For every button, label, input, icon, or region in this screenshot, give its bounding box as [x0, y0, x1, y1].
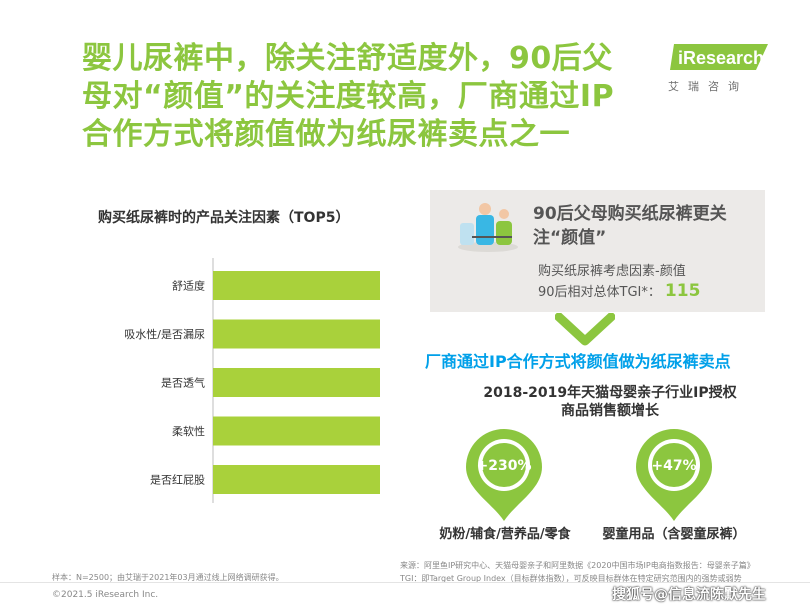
page-title: 婴儿尿裤中，除关注舒适度外，90后父母对“颜值”的关注度较高，厂商通过IP合作方…: [82, 41, 615, 152]
strategy-headline: 厂商通过IP合作方式将颜值做为纸尿裤卖点: [425, 352, 731, 371]
category-label: 柔软性: [172, 424, 205, 438]
parents-illustration-icon: [458, 203, 518, 252]
tgi-line: 90后相对总体TGI*： 115: [538, 281, 700, 301]
watermark: 搜狐号@信息流陈默先生: [612, 587, 766, 603]
bar: [213, 416, 380, 446]
bar: [213, 319, 380, 349]
bar: [213, 368, 380, 397]
bar: [213, 465, 380, 494]
growth-value-2: +47%: [651, 458, 696, 474]
iresearch-logo: iResearch: [670, 44, 768, 70]
sales-title-line2: 商品销售额增长: [561, 403, 659, 419]
category-label: 吸水性/是否漏尿: [124, 327, 205, 341]
source-note: 来源：阿里鱼IP研究中心、天猫母婴亲子和阿里数据《2020中国市场IP电商指数报…: [400, 559, 800, 585]
sales-title: 2018-2019年天猫母婴亲子行业IP授权 商品销售额增长: [430, 384, 790, 420]
sample-note: 样本：N=2500；由艾瑞于2021年03月通过线上网络调研获得。: [52, 573, 284, 582]
chevron-down-icon: [555, 313, 615, 346]
source-line1: 来源：阿里鱼IP研究中心、天猫母婴亲子和阿里数据《2020中国市场IP电商指数报…: [400, 561, 755, 570]
logo-subtitle: 艾瑞咨询: [668, 80, 748, 93]
growth-label-1: 奶粉/辅食/营养品/零食: [439, 527, 571, 542]
copyright: ©2021.5 iResearch Inc.: [52, 590, 159, 600]
bar: [213, 271, 380, 300]
chart-title: 购买纸尿裤时的产品关注因素（TOP5）: [98, 210, 350, 226]
location-pin-icon: +230%: [466, 429, 542, 521]
sales-title-line1: 2018-2019年天猫母婴亲子行业IP授权: [483, 385, 737, 401]
growth-label-2: 婴童用品（含婴童尿裤）: [602, 527, 746, 542]
footer-divider: [0, 582, 810, 583]
tgi-colon: ：: [647, 285, 661, 300]
panel-title: 90后父母购买纸尿裤更关注“颜值”: [533, 204, 727, 248]
source-line2: TGI：即Target Group Index（目标群体指数），可反映目标群体在…: [400, 574, 742, 583]
location-pin-icon: +47%: [636, 429, 712, 521]
category-label: 舒适度: [172, 279, 205, 293]
growth-value-1: +230%: [477, 458, 532, 474]
tgi-value: 115: [664, 281, 701, 301]
category-label: 是否红屁股: [150, 474, 205, 487]
category-label: 是否透气: [161, 376, 205, 390]
tgi-label: 90后相对总体TGI*: [538, 285, 648, 300]
panel-subtitle: 购买纸尿裤考虑因素-颜值: [538, 264, 686, 279]
logo-text: iResearch: [678, 48, 764, 68]
bar-chart: 舒适度67%吸水性/是否漏尿65%是否透气63%柔软性60%是否红屁股59%: [124, 258, 380, 503]
